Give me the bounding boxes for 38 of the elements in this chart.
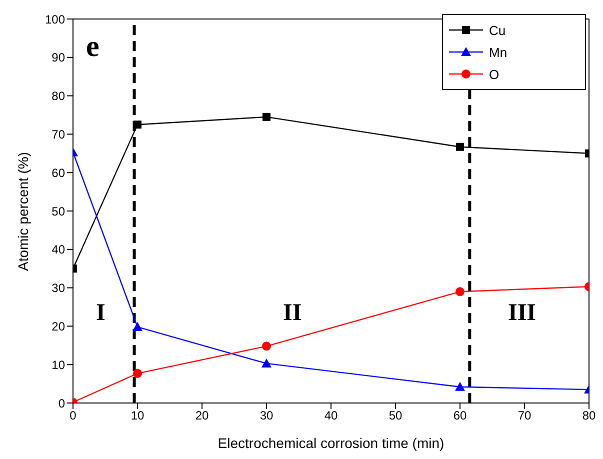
y-tick-label: 30	[52, 281, 66, 296]
point	[133, 368, 142, 378]
y-tick-label: 90	[52, 50, 66, 65]
legend-label: O	[489, 66, 500, 82]
legend-label: Cu	[489, 22, 506, 38]
point	[456, 142, 464, 151]
annotation: I	[96, 300, 106, 327]
annotation: e	[86, 30, 100, 64]
x-tick-label: 10	[130, 408, 144, 423]
x-axis-title: Electrochemical corrosion time (min)	[218, 435, 444, 451]
x-tick-label: 80	[582, 408, 596, 423]
y-tick-label: 20	[52, 319, 66, 334]
x-tick-label: 20	[195, 408, 209, 423]
x-tick-label: 30	[260, 408, 274, 423]
point	[132, 322, 142, 331]
point	[262, 358, 272, 368]
y-tick-label: 100	[44, 12, 66, 26]
y-tick-label: 0	[58, 396, 66, 410]
y-tick-label: 80	[52, 89, 66, 104]
y-tick-label: 60	[52, 166, 66, 180]
point	[262, 112, 270, 121]
y-tick-label: 70	[52, 127, 66, 142]
point	[134, 120, 142, 129]
x-tick-label: 60	[453, 408, 467, 423]
y-tick-label: 40	[52, 242, 66, 257]
x-tick-label: 50	[388, 408, 402, 423]
annotation: III	[508, 300, 536, 327]
point	[262, 342, 271, 351]
point	[455, 382, 465, 391]
point	[456, 287, 464, 296]
x-tick-label: 0	[70, 408, 77, 423]
y-axis-title: Atomic percent (%)	[14, 152, 31, 271]
y-tick-label: 50	[52, 204, 66, 218]
x-tick-label: 40	[324, 408, 338, 423]
legend-label: Mn	[489, 44, 508, 60]
x-tick-label: 70	[518, 408, 532, 423]
y-tick-label: 10	[52, 358, 66, 372]
annotation: II	[283, 300, 302, 327]
